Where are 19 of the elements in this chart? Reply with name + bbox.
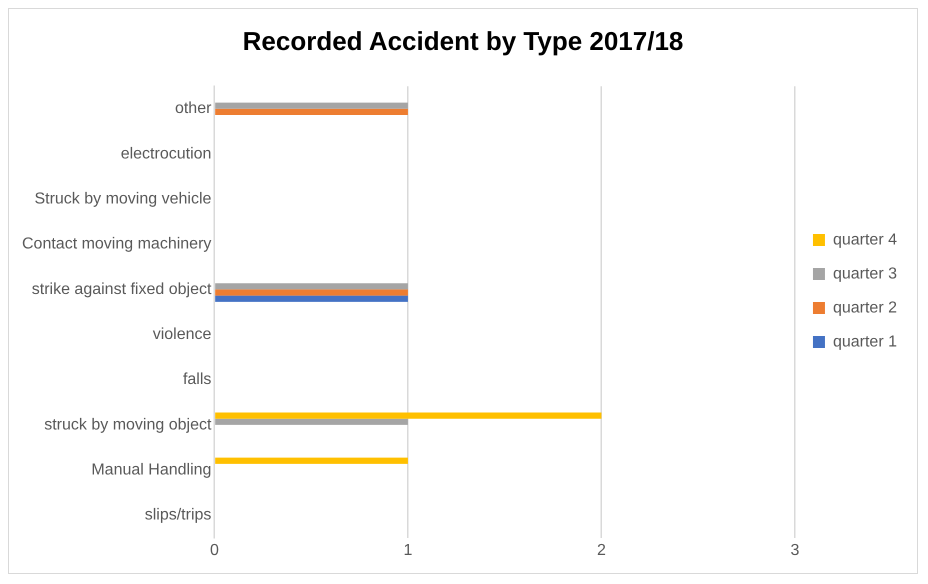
- y-tick-label: slips/trips: [144, 506, 212, 524]
- x-tick-label: 3: [790, 542, 800, 559]
- y-tick-label: struck by moving object: [44, 416, 212, 434]
- y-tick-label: falls: [182, 371, 212, 388]
- y-tick-label: Contact moving machinery: [22, 236, 212, 253]
- legend-label: quarter 3: [832, 265, 898, 282]
- y-tick-label: Manual Handling: [91, 461, 212, 478]
- x-tick-label: 1: [403, 542, 412, 559]
- y-tick-label: other: [174, 100, 212, 118]
- x-tick-label: 0: [210, 542, 219, 559]
- x-tick-label: 2: [596, 542, 606, 559]
- legend-label: quarter 2: [832, 299, 898, 316]
- y-tick-label: Struck by moving vehicle: [34, 190, 212, 208]
- legend-label: quarter 4: [832, 231, 898, 248]
- y-tick-label: strike against fixed object: [32, 280, 212, 298]
- chart-title: Recorded Accident by Type 2017/18: [242, 26, 684, 56]
- legend-label: quarter 1: [832, 333, 898, 350]
- y-tick-label: electrocution: [120, 145, 212, 162]
- y-tick-label: violence: [152, 326, 212, 343]
